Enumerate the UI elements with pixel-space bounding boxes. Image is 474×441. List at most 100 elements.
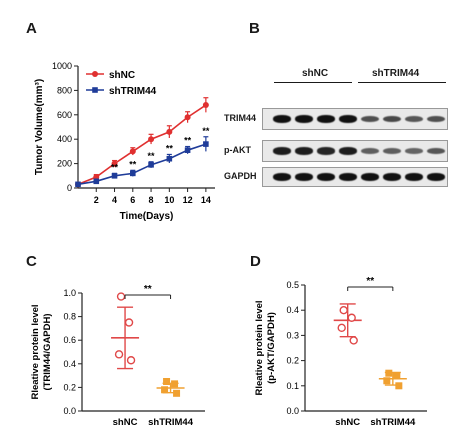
- data-point: [349, 336, 358, 345]
- x-tick-label: 12: [183, 195, 193, 205]
- x-axis-title: Time(Days): [120, 211, 174, 222]
- y-tick-label: 0.3: [286, 330, 299, 340]
- data-point: [171, 380, 179, 388]
- data-point: [124, 318, 134, 327]
- blot-row-label: TRIM44: [224, 113, 257, 123]
- blot-band: [383, 115, 401, 123]
- western-blot-panel: shNC shTRIM44 TRIM44 p-AKT GAPDH: [224, 68, 470, 196]
- legend-marker: [92, 71, 98, 77]
- data-point: [148, 136, 155, 143]
- y-tick-label: 0.2: [286, 356, 299, 366]
- data-point: [129, 148, 136, 155]
- y-tick-label: 1.0: [63, 288, 76, 298]
- y-axis-title-line2: (TRIM44/GAPDH): [42, 313, 53, 390]
- y-tick-label: 0.6: [63, 335, 76, 345]
- x-tick-label: 2: [94, 195, 99, 205]
- blot-band: [339, 115, 357, 123]
- data-point: [385, 369, 393, 377]
- blot-group-label-shnc: shNC: [302, 68, 329, 79]
- panel-label-c: C: [26, 253, 37, 270]
- legend-label-shnc: shNC: [109, 70, 135, 81]
- blot-row-label: p-AKT: [224, 145, 251, 155]
- significance-marker: **: [166, 143, 174, 153]
- blot-band: [427, 115, 445, 123]
- y-tick-label: 0.0: [63, 406, 76, 416]
- data-point: [393, 372, 401, 380]
- data-point: [126, 356, 136, 365]
- blot-row-label: GAPDH: [224, 171, 257, 181]
- data-point: [184, 147, 191, 153]
- x-tick-label: 6: [130, 195, 135, 205]
- y-tick-label: 0.1: [286, 381, 299, 391]
- legend-label-shtrim44: shTRIM44: [109, 86, 157, 97]
- y-tick-label: 0.4: [286, 305, 299, 315]
- y-tick-label: 600: [57, 110, 72, 120]
- legend-marker: [92, 87, 98, 93]
- blot-band: [339, 147, 357, 155]
- blot-band: [273, 173, 291, 181]
- y-tick-label: 1000: [52, 61, 72, 71]
- blot-band: [317, 173, 335, 181]
- y-axis-title-line2: (p-AKT/GAPDH): [266, 312, 277, 384]
- y-tick-label: 400: [57, 134, 72, 144]
- blot-band: [361, 147, 379, 155]
- data-point: [75, 181, 81, 188]
- data-point: [111, 160, 118, 167]
- blot-band: [427, 147, 445, 155]
- y-axis-title: Tumor Volume(mm³): [34, 79, 45, 175]
- blot-band: [295, 173, 313, 181]
- y-tick-label: 0.4: [63, 359, 76, 369]
- y-tick-label: 0: [67, 183, 72, 193]
- data-point: [337, 323, 346, 333]
- data-point: [347, 313, 356, 322]
- x-category-label: shNC: [113, 417, 138, 428]
- x-category-label: shTRIM44: [370, 417, 416, 428]
- significance-marker: **: [184, 136, 192, 146]
- data-point: [203, 141, 209, 147]
- data-point: [339, 306, 348, 315]
- x-tick-label: 14: [201, 195, 211, 205]
- significance-marker: **: [148, 151, 156, 161]
- blot-band: [273, 115, 291, 123]
- x-category-label: shTRIM44: [148, 417, 194, 428]
- blot-group-line-shnc: [274, 82, 352, 83]
- x-tick-label: 8: [149, 195, 154, 205]
- blot-band: [383, 173, 401, 181]
- blot-band: [405, 173, 423, 181]
- blot-band: [383, 147, 401, 155]
- blot-band: [361, 115, 379, 123]
- pakt-dot-plot: 0.0 0.1 0.2 0.3 0.4 0.5 Rleative protein level…: [254, 276, 427, 428]
- significance-marker: **: [129, 159, 137, 169]
- blot-band: [405, 115, 423, 123]
- significance-marker: **: [202, 126, 210, 136]
- data-point: [148, 162, 154, 168]
- blot-band: [405, 147, 423, 155]
- data-point: [184, 114, 191, 121]
- blot-band: [317, 147, 335, 155]
- series-line-shnc: [77, 104, 207, 186]
- data-point: [173, 389, 181, 397]
- blot-group-line-shtrim44: [358, 82, 446, 83]
- data-point: [161, 386, 169, 394]
- y-axis-title-line1: Rleative protein level: [254, 300, 265, 395]
- data-point: [114, 350, 124, 359]
- x-category-label: shNC: [335, 417, 360, 428]
- y-tick-label: 0.0: [286, 406, 299, 416]
- blot-band: [361, 173, 379, 181]
- data-point: [166, 155, 173, 162]
- panel-label-b: B: [249, 20, 260, 37]
- y-axis-title-line1: Rleative protein level: [30, 304, 41, 399]
- significance-marker: **: [111, 162, 119, 172]
- blot-band: [427, 173, 445, 181]
- panel-label-d: D: [250, 253, 261, 270]
- blot-band: [295, 115, 313, 123]
- blot-band: [295, 147, 313, 155]
- data-point: [116, 292, 126, 301]
- x-tick-label: 10: [164, 195, 174, 205]
- y-tick-label: 200: [57, 159, 72, 169]
- data-point: [111, 173, 118, 179]
- blot-band: [339, 173, 357, 181]
- y-tick-label: 0.8: [63, 312, 76, 322]
- y-tick-label: 800: [57, 85, 72, 95]
- data-point: [163, 378, 171, 385]
